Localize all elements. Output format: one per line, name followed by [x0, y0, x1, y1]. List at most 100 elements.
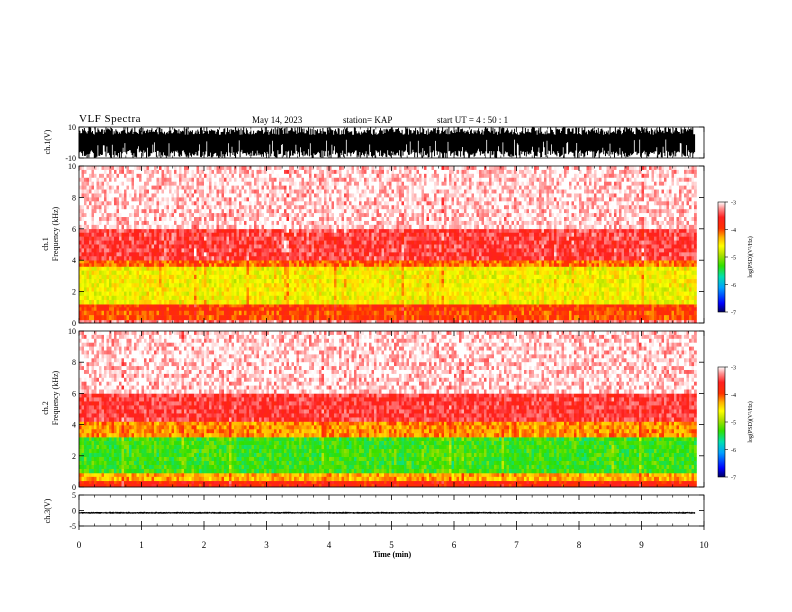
ch1-spectrogram-cell	[249, 209, 252, 214]
ch1-spectrogram-cell	[304, 240, 307, 245]
ch1-spectrogram-cell	[166, 283, 170, 288]
ch1-spectrogram-cell	[129, 319, 132, 324]
ch1-spectrogram-cell	[94, 236, 97, 241]
ch1-spectrogram-cell	[331, 173, 335, 179]
ch1-spectrogram-cell	[141, 279, 145, 284]
ch1-spectrogram-cell	[359, 205, 362, 210]
ch1-spectrogram-cell	[219, 291, 222, 297]
ch1-spectrogram-cell	[156, 279, 160, 284]
ch1-spectrogram-cell	[104, 201, 107, 206]
ch1-spectrogram-cell	[174, 287, 177, 292]
ch1-spectrogram-cell	[191, 270, 195, 276]
ch1-spectrogram-cell	[349, 248, 352, 253]
ch1-spectrogram-cell	[301, 193, 305, 198]
ch1-spectrogram-cell	[296, 274, 300, 280]
ch1-spectrogram-cell	[191, 193, 195, 198]
ch1-spectrogram-cell	[86, 169, 90, 175]
ch1-spectrogram-cell	[81, 189, 85, 194]
ch1-spectrogram-cell	[346, 201, 350, 206]
ch1-spectrogram-cell	[106, 193, 110, 198]
ch1-spectrogram-cell	[256, 248, 260, 253]
ch1-spectrogram-cell	[229, 193, 232, 198]
ch1-spectrogram-cell	[336, 315, 340, 321]
ch1-spectrogram-cell	[294, 213, 297, 218]
ch1-spectrogram-cell	[339, 201, 342, 206]
ch1-spectrogram-cell	[154, 315, 157, 321]
ch1-spectrogram-cell	[89, 201, 92, 206]
ch1-spectrogram-cell	[151, 213, 155, 218]
ch1-spectrogram-cell	[179, 248, 182, 253]
ch1-spectrogram-cell	[84, 310, 87, 316]
ch1-spectrogram-cell	[209, 169, 212, 175]
ch1-spectrogram-cell	[169, 319, 172, 324]
ch1-spectrogram-cell	[286, 166, 290, 171]
ch1-spectrogram-cell	[211, 181, 215, 186]
ch1-spectrogram-cell	[99, 173, 102, 179]
ch1-spectrogram-cell	[261, 185, 265, 190]
ch1-spectrogram-cell	[371, 274, 375, 280]
ch1-spectrogram-cell	[146, 274, 150, 280]
ch1-spectrogram-cell	[299, 209, 302, 214]
ch1-spectrogram-cell	[171, 304, 175, 308]
ch1-spectrogram-cell	[339, 209, 342, 214]
ch1-spectrogram-cell	[321, 266, 325, 271]
ch1-spectrogram-cell	[119, 270, 122, 276]
ch1-spectrogram-cell	[304, 209, 307, 214]
ch1-spectrogram-cell	[156, 244, 160, 249]
ch1-spectrogram-cell	[246, 185, 250, 190]
ch1-spectrogram-cell	[349, 205, 352, 210]
ch1-spectrogram-cell	[234, 213, 237, 218]
ch1-spectrogram-cell	[389, 244, 392, 249]
ch1-spectrogram-cell	[189, 189, 192, 194]
ch1-spectrogram-cell	[144, 201, 147, 206]
ch1-spectrogram-cell	[384, 307, 387, 311]
ch1-spectrogram-cell	[229, 236, 232, 241]
ch1-spectrogram-cell	[206, 228, 210, 234]
ch1-spectrogram-cell	[126, 256, 130, 261]
ch1-spectrogram-cell	[364, 274, 367, 280]
ch1-spectrogram-cell	[356, 169, 360, 175]
ch1-spectrogram-cell	[211, 236, 215, 241]
ch1-spectrogram-cell	[79, 177, 82, 183]
ch1-spectrogram-cell	[194, 260, 197, 264]
ch1-spectrogram-cell	[141, 236, 145, 241]
ch1-spectrogram-cell	[184, 244, 187, 249]
ch1-spectrogram-cell	[271, 287, 275, 292]
ch1-spectrogram-cell	[129, 291, 132, 297]
ch1-spectrogram-cell	[321, 240, 325, 245]
ch1-spectrogram-cell	[156, 181, 160, 186]
ch1-spectrogram-cell	[364, 283, 367, 288]
ch1-spectrogram-cell	[96, 304, 100, 308]
ch1-spectrogram-cell	[271, 244, 275, 249]
ch1-spectrogram-cell	[244, 270, 247, 276]
ch1-spectrogram-cell	[196, 299, 200, 305]
ch1-spectrogram-cell	[306, 228, 310, 234]
ch1-spectrogram-cell	[214, 189, 217, 194]
ch1-spectrogram-cell	[194, 228, 197, 234]
ch1-spectrogram-cell	[294, 205, 297, 210]
ch1-spectrogram-cell	[316, 295, 320, 301]
ch1-spectrogram-cell	[86, 256, 90, 261]
ch1-spectrogram-cell	[121, 209, 125, 214]
ch1-spectrogram-cell	[231, 209, 235, 214]
ch1-spectrogram-cell	[341, 166, 345, 171]
ch1-spectrogram-cell	[299, 236, 302, 241]
ch1-spectrogram-cell	[204, 252, 207, 257]
ch1-spectrogram-cell	[174, 205, 177, 210]
ch1-spectrogram-cell	[216, 274, 220, 280]
ch1-spectrogram-cell	[226, 270, 230, 276]
ch1-spectrogram-cell	[344, 185, 347, 190]
ch1-spectrogram-cell	[369, 295, 372, 301]
ch1-spectrogram-cell	[124, 274, 127, 280]
ch1-spectrogram-cell	[384, 266, 387, 271]
ch1-spectrogram-cell	[364, 220, 367, 226]
ch1-spectrogram-cell	[314, 193, 317, 198]
ch1-spectrogram-cell	[284, 270, 287, 276]
ch1-spectrogram-cell	[331, 213, 335, 218]
ch1-spectrogram-cell	[326, 260, 330, 264]
ch1-spectrogram-cell	[386, 274, 390, 280]
ch1-spectrogram-cell	[381, 166, 385, 171]
ch1-spectrogram-cell	[269, 236, 272, 241]
ch1-spectrogram-cell	[289, 244, 292, 249]
ch1-spectrogram-cell	[219, 283, 222, 288]
